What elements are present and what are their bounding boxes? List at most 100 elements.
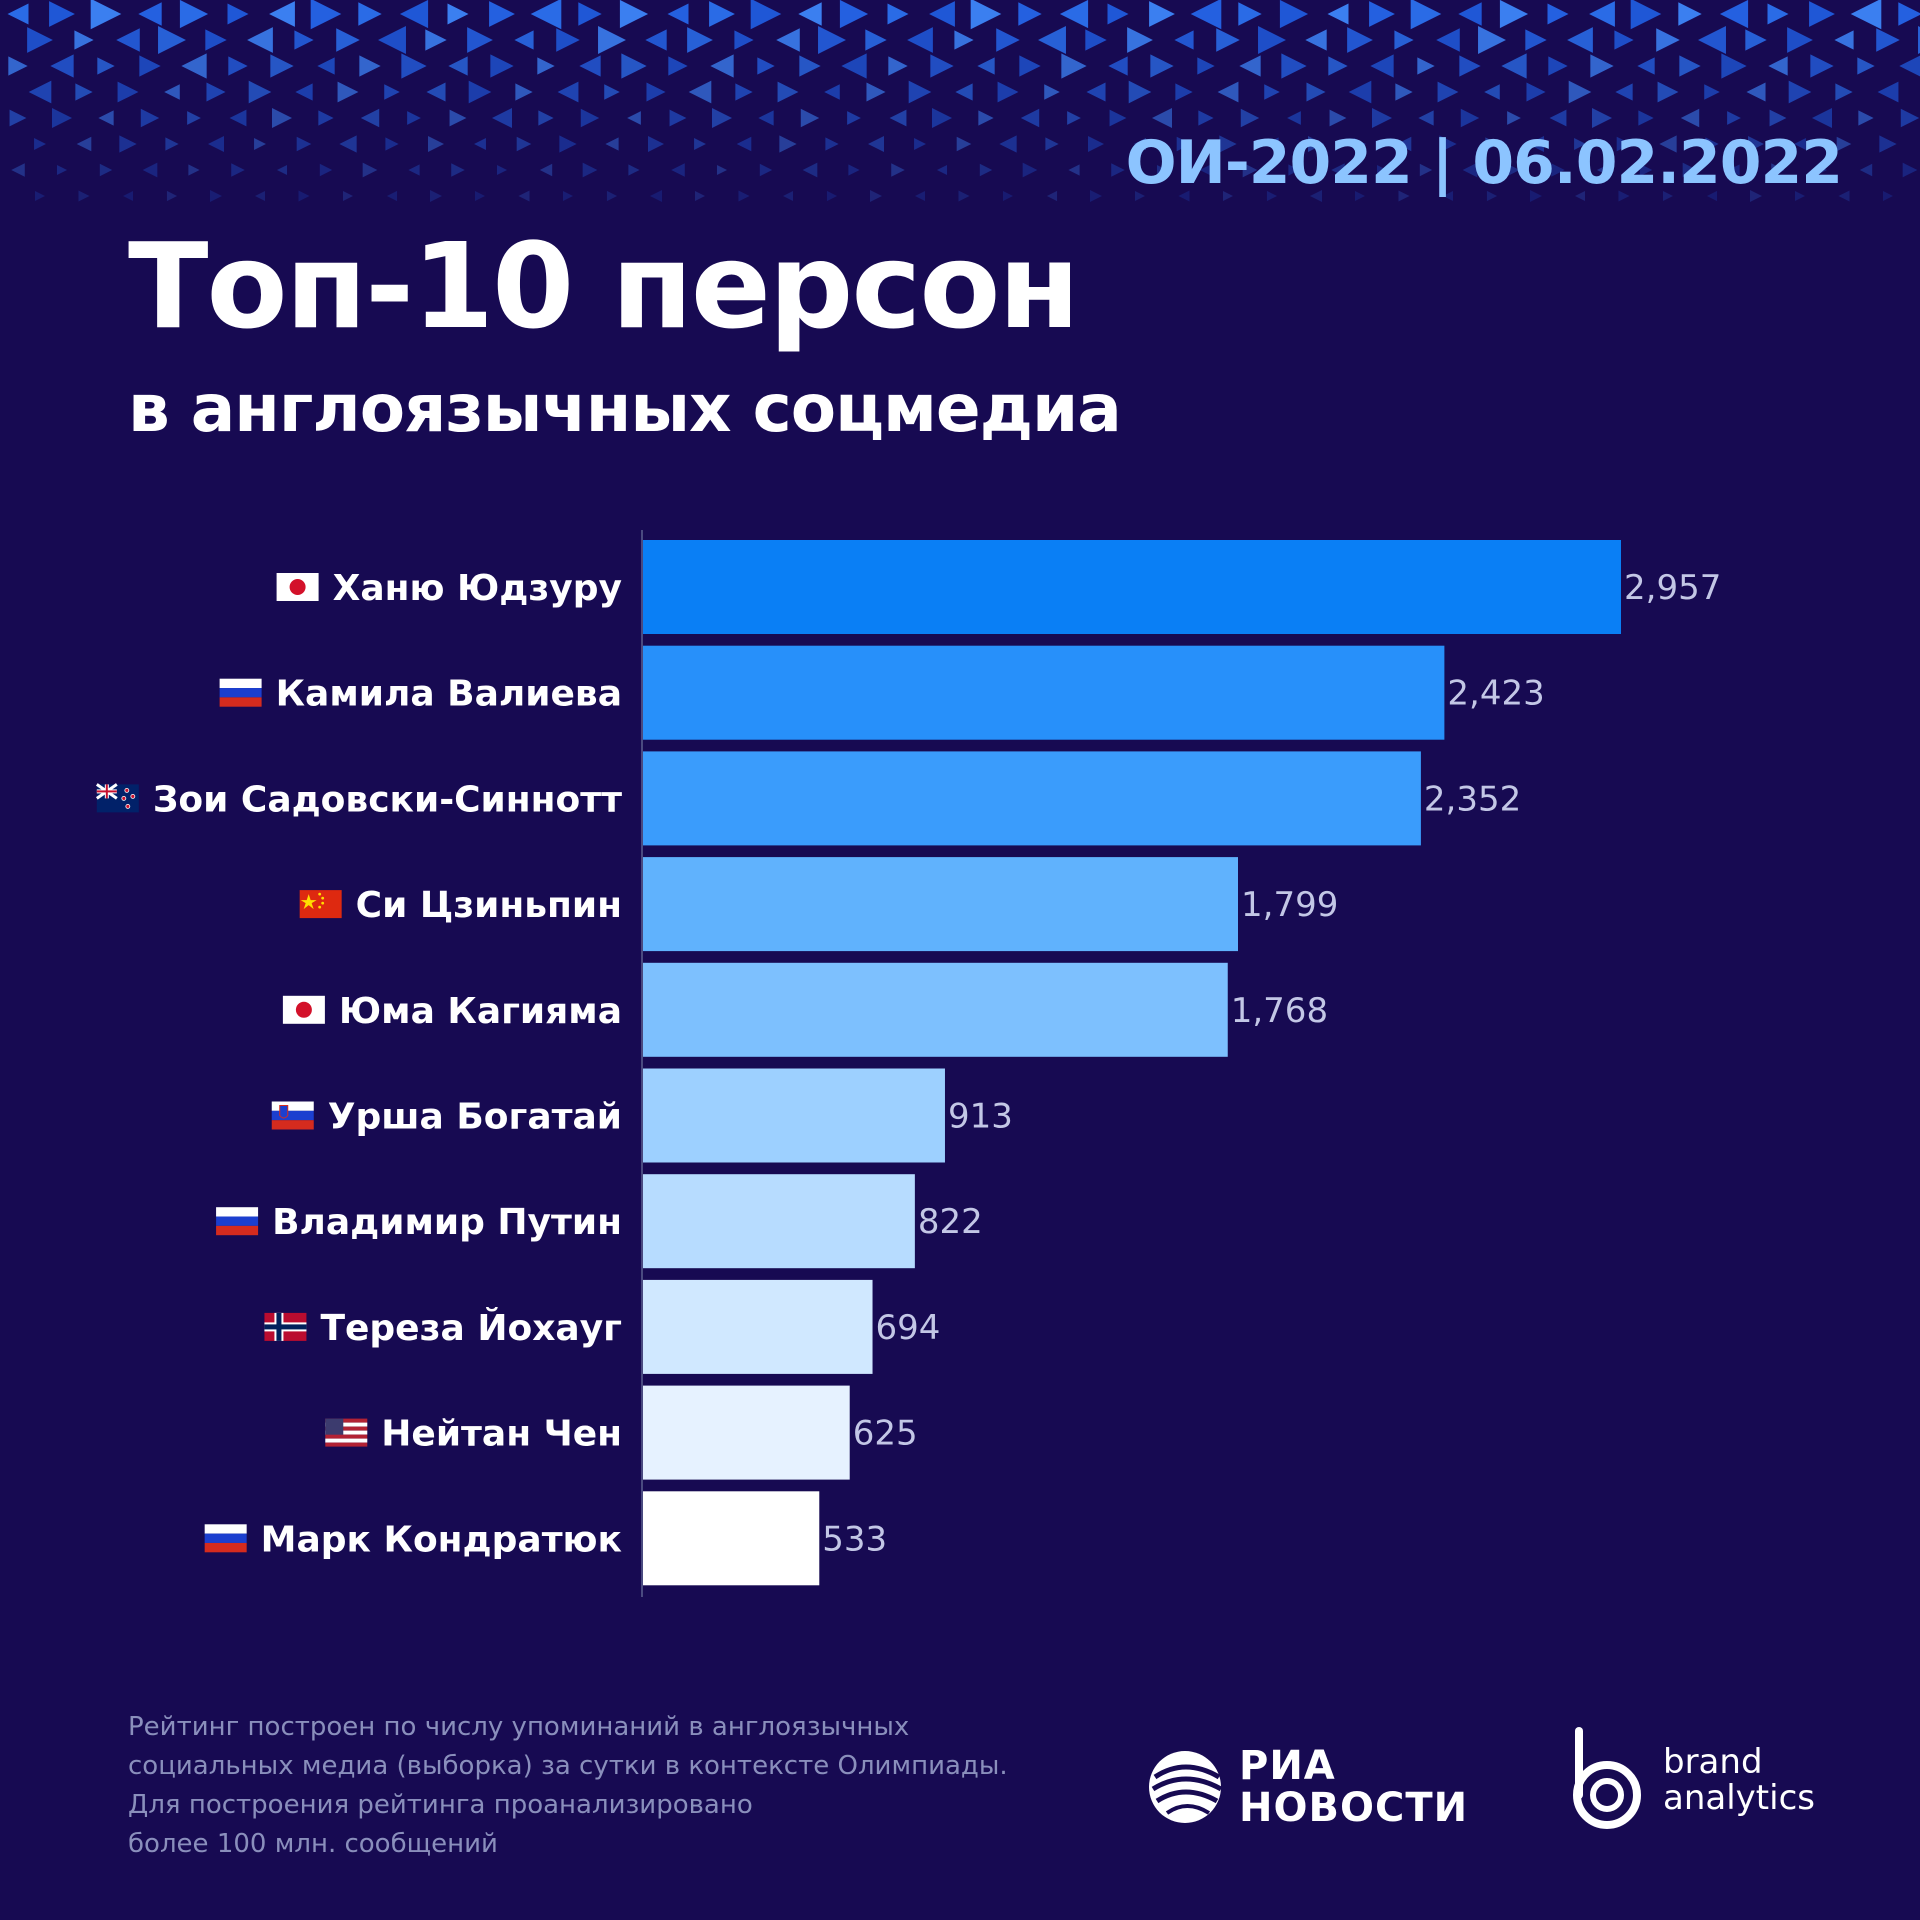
pattern-triangle xyxy=(140,108,160,128)
pattern-triangle xyxy=(605,137,619,151)
pattern-triangle xyxy=(582,162,598,178)
pattern-triangle xyxy=(1575,191,1585,201)
bar xyxy=(643,1491,820,1586)
pattern-triangle xyxy=(1046,190,1058,202)
pattern-triangle xyxy=(954,30,974,50)
pattern-triangle xyxy=(1217,81,1239,103)
pattern-triangle xyxy=(1329,109,1347,127)
pattern-triangle xyxy=(1508,164,1520,176)
russia-flag-icon xyxy=(216,1207,259,1236)
pattern-triangle xyxy=(1240,108,1260,128)
pattern-triangle xyxy=(1239,55,1261,77)
pattern-triangle xyxy=(1507,111,1521,125)
pattern-triangle xyxy=(1528,136,1544,152)
pattern-triangle xyxy=(1061,53,1087,79)
ria-novosti-logo: РИА НОВОСТИ xyxy=(1145,1745,1468,1829)
pattern-triangle xyxy=(563,191,573,201)
norway-flag-icon xyxy=(264,1312,307,1341)
pattern-triangle xyxy=(1308,136,1324,152)
footnote-line: более 100 млн. сообщений xyxy=(128,1829,498,1859)
russia-flag-icon xyxy=(219,678,262,707)
pattern-triangle xyxy=(1900,108,1920,128)
pattern-triangle xyxy=(932,108,952,128)
pattern-triangle xyxy=(1526,82,1546,102)
pattern-triangle xyxy=(11,163,25,177)
pattern-triangle xyxy=(1679,55,1701,77)
pattern-triangle xyxy=(1876,28,1900,52)
pattern-triangle xyxy=(205,29,227,51)
pattern-triangle xyxy=(27,27,53,53)
pattern-triangle xyxy=(1107,3,1129,25)
footnote-line: социальных медиа (выборка) за сутки в ко… xyxy=(128,1751,1008,1781)
pattern-triangle xyxy=(1045,137,1059,151)
pattern-triangle xyxy=(139,55,161,77)
new-zealand-flag-icon xyxy=(95,783,139,813)
pattern-triangle xyxy=(1596,164,1608,176)
pattern-triangle xyxy=(7,3,29,25)
pattern-triangle xyxy=(1068,164,1080,176)
pattern-triangle xyxy=(247,27,273,53)
pattern-triangle xyxy=(1850,0,1882,30)
pattern-triangle xyxy=(1630,0,1662,30)
pattern-triangle xyxy=(559,135,577,153)
pattern-triangle xyxy=(1085,29,1107,51)
pattern-triangle xyxy=(1395,83,1413,101)
pattern-triangle xyxy=(1719,0,1749,29)
pattern-triangle xyxy=(490,54,514,78)
pattern-triangle xyxy=(887,3,909,25)
pattern-triangle xyxy=(451,163,465,177)
pattern-triangle xyxy=(798,2,822,26)
pattern-triangle xyxy=(709,1,735,27)
pattern-triangle xyxy=(228,56,248,76)
bar-value-label: 533 xyxy=(822,1519,887,1559)
pattern-triangle xyxy=(492,108,512,128)
pattern-triangle xyxy=(142,162,158,178)
pattern-triangle xyxy=(1059,0,1089,29)
pattern-triangle xyxy=(449,109,467,127)
pattern-triangle xyxy=(98,110,114,126)
pattern-triangle xyxy=(386,190,398,202)
pattern-triangle xyxy=(426,82,446,102)
pattern-triangle xyxy=(777,81,799,103)
pattern-triangle xyxy=(1134,138,1146,150)
pattern-triangle xyxy=(1618,190,1630,202)
pattern-triangle xyxy=(1809,1,1835,27)
category-label: Си Цзиньпин xyxy=(356,885,622,926)
pattern-triangle xyxy=(407,111,421,125)
pattern-triangle xyxy=(1525,29,1547,51)
pattern-triangle xyxy=(750,0,782,30)
pattern-triangle xyxy=(1279,0,1309,29)
pattern-triangle xyxy=(645,29,667,51)
pattern-triangle xyxy=(1354,138,1366,150)
ria-logo-line2: НОВОСТИ xyxy=(1239,1785,1469,1831)
pattern-triangle xyxy=(1810,54,1834,78)
bar xyxy=(643,962,1228,1057)
pattern-triangle xyxy=(802,162,818,178)
pattern-triangle xyxy=(1410,0,1442,30)
pattern-triangle xyxy=(339,135,357,153)
bar-value-label: 625 xyxy=(853,1414,918,1454)
pattern-triangle xyxy=(359,55,381,77)
pattern-triangle xyxy=(336,28,360,52)
pattern-triangle xyxy=(930,54,954,78)
pattern-triangle xyxy=(1372,108,1392,128)
pattern-triangle xyxy=(996,28,1020,52)
pattern-triangle xyxy=(1484,84,1500,100)
pattern-triangle xyxy=(516,136,532,152)
pattern-triangle xyxy=(1398,190,1410,202)
pattern-triangle xyxy=(1327,3,1349,25)
bar xyxy=(643,540,1621,634)
pattern-triangle xyxy=(580,108,600,128)
pattern-triangle xyxy=(826,190,838,202)
category-label: Тереза Йохауг xyxy=(320,1307,622,1349)
bar-value-label: 2,423 xyxy=(1447,674,1544,714)
category-label: Камила Валиева xyxy=(276,674,622,715)
bar-value-label: 1,799 xyxy=(1241,885,1338,925)
pattern-triangle xyxy=(1306,82,1326,102)
pattern-triangle xyxy=(1328,56,1348,76)
pattern-triangle xyxy=(958,190,970,202)
pattern-triangle xyxy=(99,163,113,177)
pattern-triangle xyxy=(936,164,948,176)
pattern-triangle xyxy=(165,137,179,151)
pattern-triangle xyxy=(514,30,534,50)
